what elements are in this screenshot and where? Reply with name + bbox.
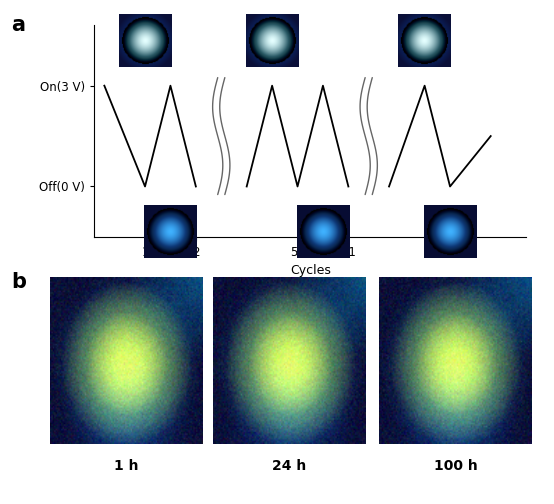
- Text: 1 h: 1 h: [114, 459, 138, 473]
- Text: 24 h: 24 h: [273, 459, 306, 473]
- Text: 100 h: 100 h: [434, 459, 478, 473]
- Text: b: b: [11, 272, 26, 292]
- X-axis label: Cycles: Cycles: [290, 265, 331, 278]
- Text: a: a: [11, 15, 25, 35]
